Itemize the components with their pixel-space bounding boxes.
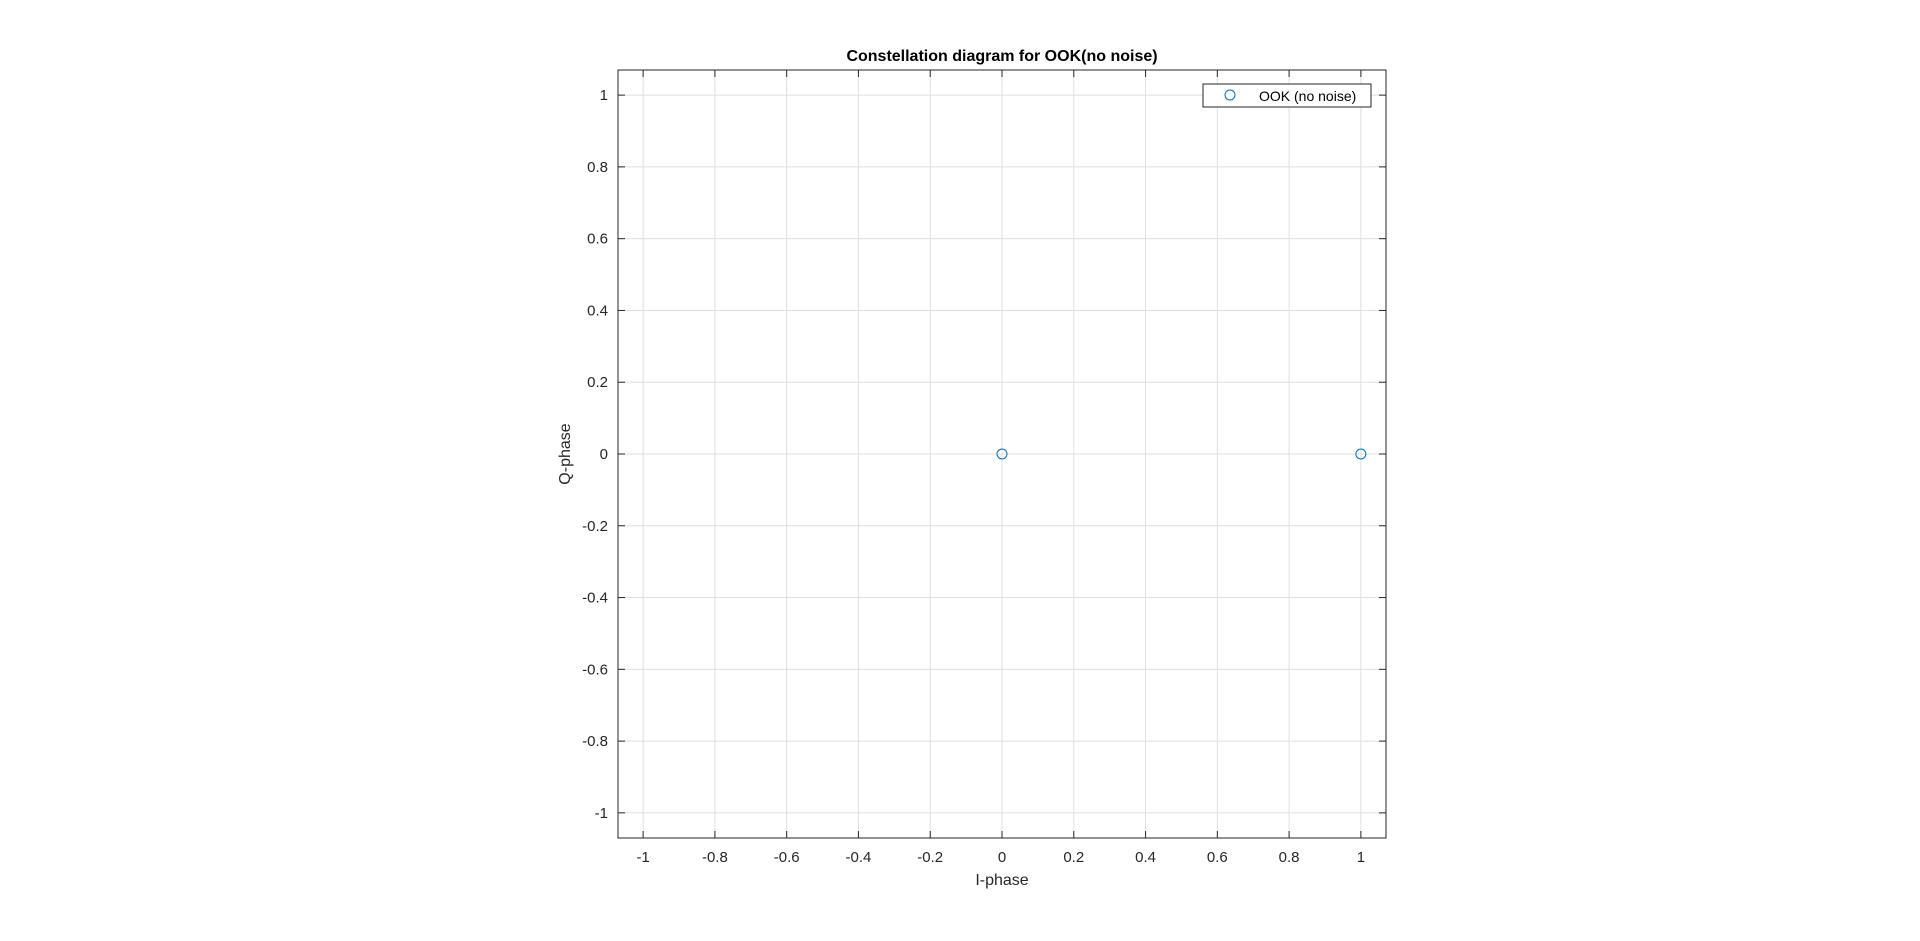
axis-ticks: -1 -0.8 -0.6 -0.4 -0.2 0 0.2 0.4 0.6 0.8 1 -1 -0.8 -0…: [582, 70, 1386, 866]
legend-label-ook-no-noise: OOK (no noise): [1259, 88, 1356, 104]
y-tick-label: -1: [595, 805, 608, 822]
x-tick-label: 0.2: [1063, 849, 1084, 866]
legend-marker-ook-no-noise: [1224, 89, 1236, 101]
y-tick-label: 0.4: [587, 302, 608, 319]
x-tick-label: 1: [1357, 849, 1365, 866]
y-tick-label: -0.2: [582, 518, 608, 535]
data-point: [996, 448, 1008, 460]
y-tick-label: 0.8: [587, 159, 608, 176]
x-tick-label: -1: [636, 849, 649, 866]
x-tick-label: 0.8: [1279, 849, 1300, 866]
x-tick-label: 0.6: [1207, 849, 1228, 866]
y-tick-label: -0.6: [582, 661, 608, 678]
y-tick-label: -0.4: [582, 590, 608, 607]
x-tick-label: 0.4: [1135, 849, 1156, 866]
x-axis-label: I-phase: [975, 872, 1028, 889]
y-axis-label: Q-phase: [557, 423, 574, 484]
y-tick-label: 0: [600, 446, 608, 463]
data-point: [1355, 448, 1367, 460]
chart-title: Constellation diagram for OOK(no noise): [846, 48, 1157, 65]
y-tick-label: 0.6: [587, 231, 608, 248]
legend-box: [1202, 83, 1372, 108]
grid-lines: [618, 70, 1386, 838]
x-tick-label: -0.8: [702, 849, 728, 866]
x-tick-label: -0.2: [917, 849, 943, 866]
data-points: [996, 448, 1367, 460]
y-tick-label: 0.2: [587, 374, 608, 391]
x-tick-label: 0: [998, 849, 1006, 866]
x-tick-label: -0.6: [774, 849, 800, 866]
y-tick-label: 1: [600, 87, 608, 104]
legend: OOK (no noise): [1202, 83, 1372, 108]
x-tick-label: -0.4: [846, 849, 872, 866]
y-tick-label: -0.8: [582, 733, 608, 750]
